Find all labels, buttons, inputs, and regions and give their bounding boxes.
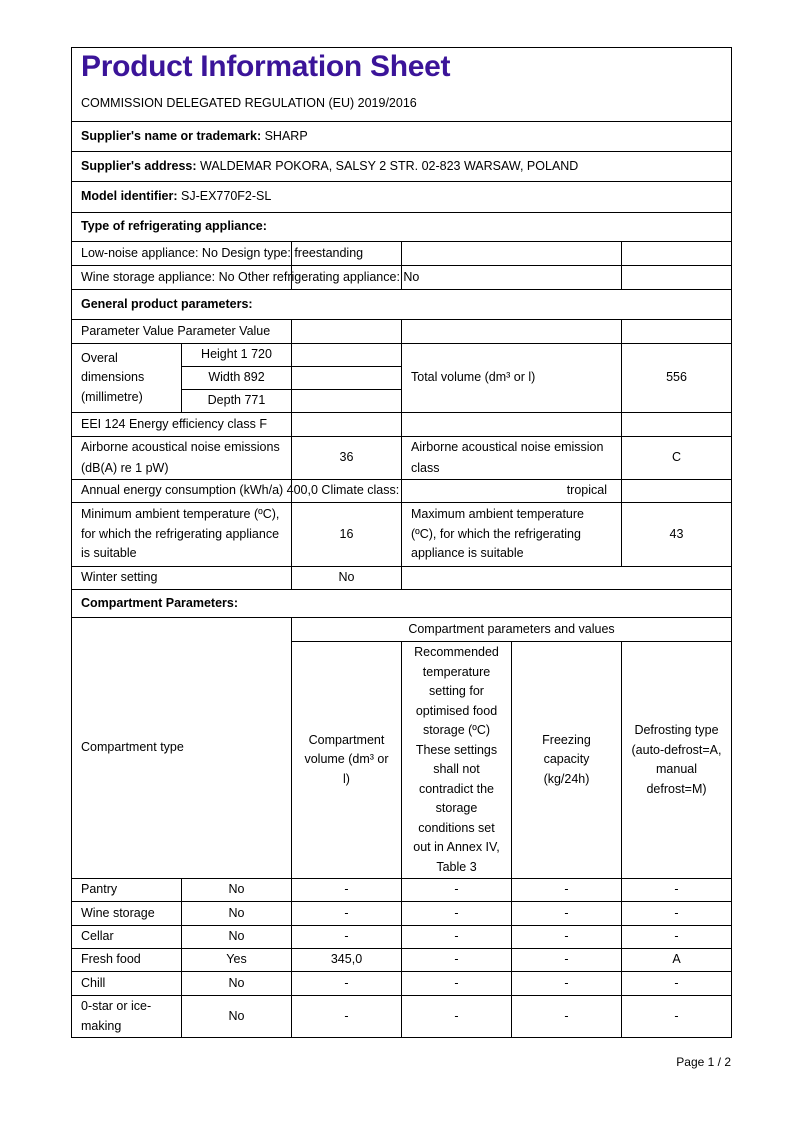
comp-params-header: Compartment parameters and values	[291, 617, 732, 642]
cell	[621, 479, 732, 503]
compartment-name: Chill	[71, 971, 182, 996]
compartment-temp: -	[401, 901, 512, 926]
max-temp: 43	[621, 502, 732, 567]
compartment-present: No	[181, 995, 292, 1038]
height: Height 1 720	[181, 343, 292, 367]
compartment-freeze: -	[511, 948, 622, 972]
cell	[621, 412, 732, 437]
cell	[291, 319, 402, 344]
compartment-volume: -	[291, 971, 402, 996]
page-title: Product Information Sheet	[81, 50, 451, 83]
supplier-name-row: Supplier's name or trademark: SHARP	[71, 121, 732, 152]
cell	[291, 366, 402, 390]
compartment-defrost: A	[621, 948, 732, 972]
label: Supplier's address:	[81, 158, 197, 173]
page-number: Page 1 / 2	[676, 1055, 731, 1069]
compartment-volume: 345,0	[291, 948, 402, 972]
cell	[401, 566, 732, 590]
compartment-freeze: -	[511, 995, 622, 1038]
compartment-temp: -	[401, 878, 512, 902]
comp-freeze-header: Freezing capacity (kg/24h)	[511, 641, 622, 879]
winter-label: Winter setting	[71, 566, 292, 590]
noise-class-label: Airborne acoustical noise emission class	[401, 436, 622, 480]
compartment-volume: -	[291, 878, 402, 902]
total-volume: 556	[621, 343, 732, 413]
general-heading: General product parameters:	[71, 289, 732, 320]
compartment-name: Cellar	[71, 925, 182, 949]
noise-label: Airborne acoustical noise emissions (dB(…	[71, 436, 292, 480]
compartment-temp: -	[401, 971, 512, 996]
compartment-defrost: -	[621, 878, 732, 902]
cell	[401, 241, 622, 266]
compartment-present: No	[181, 971, 292, 996]
compartment-volume: -	[291, 995, 402, 1038]
compartment-defrost: -	[621, 925, 732, 949]
width: Width 892	[181, 366, 292, 390]
cell	[291, 343, 402, 367]
compartment-temp: -	[401, 948, 512, 972]
min-temp-label: Minimum ambient temperature (ºC), for wh…	[71, 502, 292, 567]
regulation: COMMISSION DELEGATED REGULATION (EU) 201…	[81, 96, 417, 110]
param-header: Parameter Value Parameter Value	[71, 319, 292, 344]
type-heading: Type of refrigerating appliance:	[71, 212, 732, 242]
value: SJ-EX770F2-SL	[177, 189, 272, 204]
cell	[621, 319, 732, 344]
compartment-temp: -	[401, 925, 512, 949]
total-volume-label: Total volume (dm³ or l)	[401, 343, 622, 413]
cell	[401, 265, 622, 290]
cell	[621, 241, 732, 266]
compartment-name: Fresh food	[71, 948, 182, 972]
dimensions-label: Overal dimensions (millimetre)	[71, 343, 182, 413]
winter: No	[291, 566, 402, 590]
comp-defrost-header: Defrosting type (auto-defrost=A, manual …	[621, 641, 732, 879]
compartment-freeze: -	[511, 878, 622, 902]
value: WALDEMAR POKORA, SALSY 2 STR. 02-823 WAR…	[196, 158, 579, 173]
compartment-defrost: -	[621, 995, 732, 1038]
label: Model identifier:	[81, 189, 178, 204]
compartment-name: Pantry	[71, 878, 182, 902]
climate: tropical	[401, 479, 622, 503]
compartment-temp: -	[401, 995, 512, 1038]
value: SHARP	[261, 128, 308, 143]
compartment-volume: -	[291, 925, 402, 949]
type-row-1: Low-noise appliance: No Design type: fre…	[71, 241, 363, 266]
compartment-name: Wine storage	[71, 901, 182, 926]
noise-class: C	[621, 436, 732, 480]
model-row: Model identifier: SJ-EX770F2-SL	[71, 181, 732, 213]
comp-temp-header: Recommended temperature setting for opti…	[401, 641, 512, 879]
cell	[401, 412, 622, 437]
compartment-defrost: -	[621, 901, 732, 926]
compartment-freeze: -	[511, 901, 622, 926]
label: Supplier's name or trademark:	[81, 128, 262, 143]
compartment-present: No	[181, 901, 292, 926]
compartment-present: Yes	[181, 948, 292, 972]
compartment-volume: -	[291, 901, 402, 926]
max-temp-label: Maximum ambient temperature (ºC), for wh…	[401, 502, 622, 567]
compartment-heading: Compartment Parameters:	[71, 589, 732, 618]
cell	[291, 412, 402, 437]
cell	[291, 389, 402, 413]
depth: Depth 771	[181, 389, 292, 413]
comp-volume-header: Compartment volume (dm³ or l)	[291, 641, 402, 879]
supplier-address-row: Supplier's address: WALDEMAR POKORA, SAL…	[71, 151, 732, 182]
type-row-2: Wine storage appliance: No Other refrige…	[71, 265, 419, 290]
cell	[621, 265, 732, 290]
compartment-freeze: -	[511, 925, 622, 949]
cell	[401, 319, 622, 344]
noise-value: 36	[291, 436, 402, 480]
annual-energy: Annual energy consumption (kWh/a) 400,0 …	[71, 479, 399, 503]
compartment-name: 0-star or ice-making	[71, 995, 182, 1038]
eei: EEI 124 Energy efficiency class F	[71, 412, 292, 437]
compartment-present: No	[181, 925, 292, 949]
comp-type-header: Compartment type	[71, 617, 292, 879]
compartment-freeze: -	[511, 971, 622, 996]
min-temp: 16	[291, 502, 402, 567]
compartment-defrost: -	[621, 971, 732, 996]
compartment-present: No	[181, 878, 292, 902]
